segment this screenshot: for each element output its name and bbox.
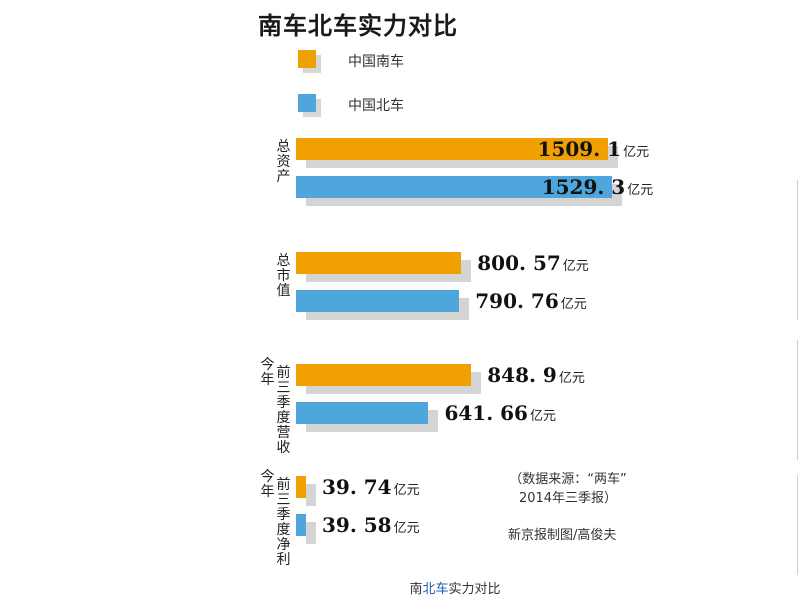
bar-cnr bbox=[296, 176, 612, 198]
value-number: 800. 57 bbox=[477, 251, 561, 275]
bar-csr bbox=[296, 138, 608, 160]
page-edge-line bbox=[797, 340, 798, 460]
bar-shadow bbox=[306, 484, 316, 506]
caption-link[interactable]: 北车 bbox=[422, 582, 449, 597]
value-number: 1529. 3 bbox=[541, 175, 626, 199]
bar-cnr bbox=[296, 514, 306, 536]
value-number: 641. 66 bbox=[444, 401, 528, 425]
caption-part-2: 实力对比 bbox=[448, 582, 501, 597]
value-label: 39. 58 亿元 bbox=[322, 513, 420, 541]
bar-shadow bbox=[306, 522, 316, 544]
group-label: 总资产 bbox=[276, 139, 291, 185]
value-unit: 亿元 bbox=[558, 371, 585, 386]
legend-label-cnr: 中国北车 bbox=[348, 98, 404, 114]
image-caption: 南北车实力对比 bbox=[0, 578, 802, 597]
bar-csr bbox=[296, 252, 462, 274]
source-note-line-1: （数据来源：“两车” bbox=[509, 472, 627, 487]
source-note: （数据来源：“两车” 2014年三季报） bbox=[488, 470, 648, 508]
value-label: 848. 9 亿元 bbox=[487, 363, 585, 391]
value-label: 39. 74 亿元 bbox=[322, 475, 420, 503]
value-number: 39. 74 bbox=[322, 475, 392, 499]
credit-text: 新京报制图/高俊夫 bbox=[508, 528, 617, 543]
page-edge-line bbox=[797, 180, 798, 320]
bar-cnr bbox=[296, 290, 460, 312]
legend-swatch-csr bbox=[298, 50, 316, 68]
caption-part-1: 南 bbox=[409, 582, 423, 597]
value-unit: 亿元 bbox=[562, 259, 589, 274]
value-unit: 亿元 bbox=[529, 409, 556, 424]
legend-swatch-cnr bbox=[298, 94, 316, 112]
value-unit: 亿元 bbox=[627, 183, 654, 198]
legend-label-csr: 中国南车 bbox=[348, 54, 404, 70]
source-note-line-2: 2014年三季报） bbox=[518, 491, 618, 506]
value-label: 1529. 3 亿元 bbox=[542, 175, 654, 203]
value-number: 848. 9 bbox=[487, 363, 557, 387]
bar-csr bbox=[296, 476, 306, 498]
value-number: 790. 76 bbox=[475, 289, 559, 313]
bar-csr bbox=[296, 364, 472, 386]
bar-cnr bbox=[296, 402, 429, 424]
group-label: 前三季度营收 bbox=[276, 365, 291, 456]
chart-title: 南车北车实力对比 bbox=[258, 12, 458, 40]
value-number: 39. 58 bbox=[322, 513, 392, 537]
value-label: 1509. 1 亿元 bbox=[538, 137, 650, 165]
value-unit: 亿元 bbox=[560, 297, 587, 312]
chart-figure: 南车北车实力对比 中国南车 中国北车 总资产 1509. 1 亿元 1529. 3 亿元… bbox=[248, 0, 662, 572]
group-label: 前三季度净利 bbox=[276, 477, 291, 568]
group-label-prefix: 今年 bbox=[260, 469, 275, 500]
value-label: 641. 66 亿元 bbox=[444, 401, 556, 429]
value-label: 790. 76 亿元 bbox=[475, 289, 587, 317]
value-unit: 亿元 bbox=[393, 521, 420, 536]
value-number: 1509. 1 bbox=[537, 137, 622, 161]
value-unit: 亿元 bbox=[393, 483, 420, 498]
value-label: 800. 57 亿元 bbox=[477, 251, 589, 279]
group-label: 总市值 bbox=[276, 253, 291, 299]
group-label-prefix: 今年 bbox=[260, 357, 275, 388]
value-unit: 亿元 bbox=[623, 145, 650, 160]
page-edge-line bbox=[797, 475, 798, 575]
